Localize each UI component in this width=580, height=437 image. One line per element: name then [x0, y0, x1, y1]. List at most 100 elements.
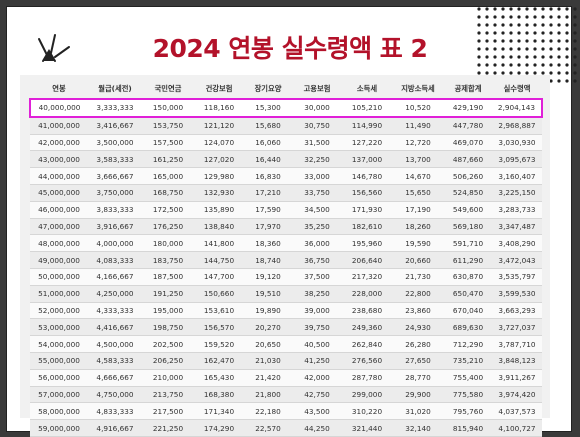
table-cell: 4,750,000: [88, 386, 142, 404]
table-cell: 16,440: [244, 150, 292, 169]
table-cell: 17,590: [244, 201, 292, 219]
table-cell: 28,770: [392, 369, 444, 387]
table-cell: 135,890: [194, 201, 244, 219]
table-body: 40,000,000 3,333,333 150,000 118,160 15,300 3…: [29, 98, 543, 437]
table-cell: 41,250: [292, 352, 342, 370]
table-cell: 16,060: [244, 134, 292, 152]
table-cell: 3,663,293: [492, 302, 542, 320]
table-cell: 549,600: [444, 201, 492, 219]
table-cell: 249,360: [342, 318, 392, 337]
table-cell: 20,660: [392, 251, 444, 269]
table-cell: 40,500: [292, 335, 342, 353]
table-cell: 4,333,333: [88, 302, 142, 320]
table-cell: 39,750: [292, 318, 342, 337]
table-cell: 44,250: [292, 419, 342, 437]
table-cell: 650,470: [444, 285, 492, 303]
burst-icon: [38, 34, 70, 62]
table-row: 44,000,000 3,666,667 165,000 129,980 16,830 3…: [30, 167, 542, 185]
table-cell: 16,830: [244, 167, 292, 185]
table-cell: 27,650: [392, 352, 444, 370]
table-cell: 129,980: [194, 167, 244, 185]
table-cell: 17,210: [244, 184, 292, 202]
table-cell: 3,848,123: [492, 352, 542, 370]
table-row: 57,000,000 4,750,000 213,750 168,380 21,800 4…: [30, 386, 542, 404]
table-cell: 56,000,000: [30, 369, 88, 387]
table-cell: 321,440: [342, 419, 392, 437]
table-cell: 11,490: [392, 116, 444, 135]
table-cell: 630,870: [444, 268, 492, 286]
table-row: 47,000,000 3,916,667 176,250 138,840 17,970 3…: [30, 218, 542, 236]
table-cell: 4,583,333: [88, 352, 142, 370]
table-cell: 19,120: [244, 268, 292, 286]
table-cell: 4,100,727: [492, 419, 542, 437]
table-cell: 168,750: [142, 184, 194, 202]
table-cell: 165,430: [194, 369, 244, 387]
table-cell: 3,283,733: [492, 201, 542, 219]
table-cell: 670,040: [444, 302, 492, 320]
table-cell: 795,760: [444, 402, 492, 421]
table-cell: 17,970: [244, 218, 292, 236]
table-cell: 33,000: [292, 167, 342, 185]
table-row: 55,000,000 4,583,333 206,250 162,470 21,030 4…: [30, 352, 542, 370]
column-header: 연봉: [52, 83, 66, 93]
table-cell: 4,166,667: [88, 268, 142, 286]
table-row: 59,000,000 4,916,667 221,250 174,290 22,570 4…: [30, 419, 542, 437]
table-cell: 15,680: [244, 116, 292, 135]
table-cell: 191,250: [142, 285, 194, 303]
table-cell: 36,000: [292, 234, 342, 253]
table-cell: 132,930: [194, 184, 244, 202]
table-cell: 124,070: [194, 134, 244, 152]
slide-card: 2024 연봉 실수령액 표 2 연봉 월급(세전) 국민연금 건강보험 장기요양 고용보…: [6, 6, 577, 437]
table-cell: 3,225,150: [492, 184, 542, 202]
table-cell: 712,290: [444, 335, 492, 353]
table-cell: 3,333,333: [88, 98, 142, 118]
column-header: 건강보험: [205, 83, 233, 93]
table-cell: 569,180: [444, 218, 492, 236]
column-header: 실수령액: [503, 83, 531, 93]
table-cell: 161,250: [142, 150, 194, 169]
table-cell: 3,727,037: [492, 318, 542, 337]
table-cell: 31,020: [392, 402, 444, 421]
table-cell: 26,280: [392, 335, 444, 353]
table-cell: 4,000,000: [88, 234, 142, 253]
table-cell: 30,750: [292, 116, 342, 135]
table-cell: 276,560: [342, 352, 392, 370]
table-cell: 2,904,143: [492, 98, 543, 118]
table-cell: 50,000,000: [30, 268, 88, 286]
table-cell: 506,260: [444, 167, 492, 185]
table-cell: 114,990: [342, 116, 392, 135]
table-row: 49,000,000 4,083,333 183,750 144,750 18,740 3…: [30, 251, 542, 269]
table-cell: 10,520: [392, 98, 444, 118]
table-cell: 20,650: [244, 335, 292, 353]
table-cell: 23,860: [392, 302, 444, 320]
column-header: 장기요양: [254, 83, 282, 93]
table-cell: 14,670: [392, 167, 444, 185]
table-cell: 18,360: [244, 234, 292, 253]
table-cell: 58,000,000: [30, 402, 88, 421]
table-cell: 429,190: [444, 98, 492, 118]
table-cell: 39,000: [292, 302, 342, 320]
column-header: 국민연금: [154, 83, 182, 93]
table-cell: 127,020: [194, 150, 244, 169]
table-cell: 32,250: [292, 150, 342, 169]
table-cell: 4,666,667: [88, 369, 142, 387]
table-cell: 4,037,573: [492, 402, 542, 421]
table-cell: 3,408,290: [492, 234, 542, 253]
table-row: 58,000,000 4,833,333 217,500 171,340 22,180 4…: [30, 402, 542, 421]
table-cell: 12,720: [392, 134, 444, 152]
table-row: 46,000,000 3,833,333 172,500 135,890 17,590 3…: [30, 201, 542, 219]
table-cell: 611,290: [444, 251, 492, 269]
table-row: 56,000,000 4,666,667 210,000 165,430 21,420 4…: [30, 369, 542, 387]
table-cell: 3,030,930: [492, 134, 542, 152]
table-cell: 162,470: [194, 352, 244, 370]
table-cell: 141,800: [194, 234, 244, 253]
table-cell: 182,610: [342, 218, 392, 236]
table-cell: 105,210: [342, 98, 392, 118]
table-cell: 137,000: [342, 150, 392, 169]
table-cell: 42,000: [292, 369, 342, 387]
table-cell: 31,500: [292, 134, 342, 152]
table-cell: 174,290: [194, 419, 244, 437]
table-cell: 3,916,667: [88, 218, 142, 236]
table-cell: 15,650: [392, 184, 444, 202]
table-cell: 4,500,000: [88, 335, 142, 353]
